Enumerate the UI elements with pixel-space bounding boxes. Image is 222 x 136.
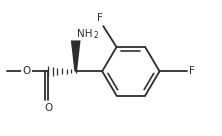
Text: NH: NH: [77, 29, 93, 39]
Text: 2: 2: [93, 31, 98, 40]
Polygon shape: [71, 40, 81, 71]
Text: F: F: [189, 66, 195, 76]
Text: O: O: [22, 66, 30, 76]
Text: F: F: [97, 13, 103, 23]
Text: O: O: [44, 103, 52, 113]
